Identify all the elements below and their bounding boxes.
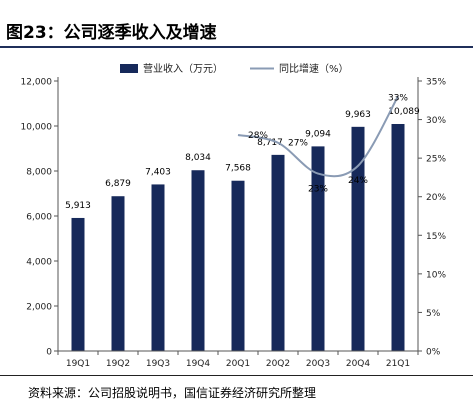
bar: [151, 184, 165, 351]
left-axis-tick-label: 2,000: [26, 303, 52, 313]
right-axis-tick-label: 25%: [426, 155, 446, 165]
legend-bar-swatch: [120, 64, 138, 73]
figure-title: 图23：公司逐季收入及增速: [6, 23, 217, 43]
bar: [271, 154, 285, 351]
bar-value-label: 5,913: [65, 201, 91, 211]
footer-divider: [0, 375, 473, 376]
left-axis-tick-label: 10,000: [21, 123, 53, 133]
line-value-label: 23%: [308, 185, 328, 195]
growth-line: [237, 95, 399, 178]
bar-value-label: 8,717: [257, 138, 283, 148]
bar-value-label: 9,963: [345, 110, 371, 120]
right-axis-tick-label: 5%: [426, 309, 441, 319]
right-axis-tick-label: 10%: [426, 270, 446, 280]
bar: [311, 146, 325, 351]
line-value-label: 24%: [348, 176, 368, 186]
bar: [111, 196, 125, 351]
line-value-label: 33%: [388, 93, 408, 103]
legend: 营业收入（万元） 同比增速（%）: [120, 62, 349, 75]
x-axis-tick-label: 20Q2: [266, 359, 290, 369]
x-axis: 19Q1 19Q2 19Q3 19Q4 20Q1 20Q2 20Q3 20Q4 21Q1: [57, 350, 419, 369]
bar-value-label: 9,094: [305, 129, 331, 139]
x-axis-tick-label: 20Q1: [226, 359, 250, 369]
legend-bar-label: 营业收入（万元）: [143, 62, 223, 75]
bar: [351, 126, 365, 352]
right-axis-tick-label: 0%: [426, 348, 441, 358]
bar: [231, 180, 245, 351]
x-axis-tick-label: 19Q2: [106, 359, 130, 369]
bar: [71, 217, 85, 351]
bar-value-label: 7,568: [225, 164, 251, 174]
bar-value-labels: 5,913 6,879 7,403 8,034 7,568 8,717 9,094 9,963…: [65, 107, 420, 211]
line-value-label: 28%: [248, 131, 268, 141]
left-axis: 0 2,000 4,000 6,000 8,000 10,000 12,000: [21, 77, 59, 358]
right-axis-tick-label: 35%: [426, 78, 446, 88]
x-axis-tick-label: 20Q4: [346, 359, 371, 369]
left-axis-tick-label: 12,000: [21, 78, 53, 88]
title-divider: [0, 46, 473, 48]
x-axis-tick-label: 19Q3: [146, 359, 170, 369]
x-axis-tick-label: 19Q1: [66, 359, 90, 369]
bar-value-label: 6,879: [105, 179, 131, 189]
bar: [391, 123, 405, 351]
source-note: 资料来源：公司招股说明书，国信证券经济研究所整理: [28, 386, 317, 400]
x-axis-tick-label: 21Q1: [386, 359, 410, 369]
x-axis-tick-label: 20Q3: [306, 359, 330, 369]
bar-value-label: 7,403: [145, 167, 171, 177]
bar-value-label: 8,034: [185, 153, 211, 163]
left-axis-tick-label: 0: [46, 348, 52, 358]
line-series: [237, 95, 399, 178]
bar-series: [71, 123, 405, 352]
left-axis-tick-label: 6,000: [26, 213, 52, 223]
right-axis-tick-label: 30%: [426, 116, 446, 126]
right-axis-tick-label: 15%: [426, 232, 446, 242]
x-axis-tick-label: 19Q4: [186, 359, 211, 369]
right-axis-tick-label: 20%: [426, 193, 446, 203]
bar: [191, 170, 205, 351]
left-axis-tick-label: 8,000: [26, 168, 52, 178]
left-axis-tick-label: 4,000: [26, 258, 52, 268]
legend-line-label: 同比增速（%）: [279, 62, 349, 75]
line-value-label: 27%: [288, 139, 308, 149]
line-value-labels: 28% 27% 23% 24% 33%: [248, 93, 408, 194]
right-axis: 0% 5% 10% 15% 20% 25% 30% 35%: [417, 77, 446, 358]
bar-value-label: 10,089: [388, 107, 420, 117]
